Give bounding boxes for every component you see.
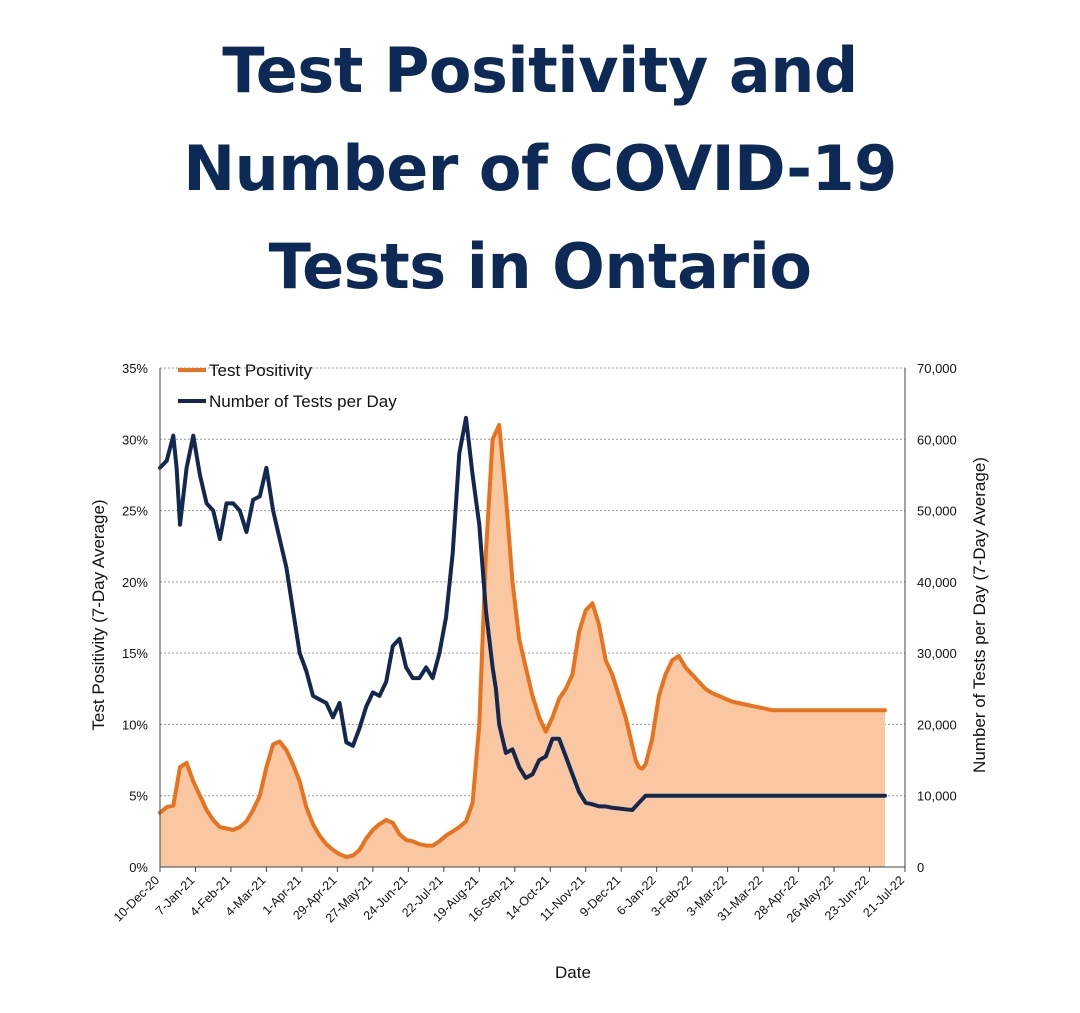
y-tick-right: 30,000 bbox=[917, 646, 957, 661]
y-axis-left-label: Test Positivity (7-Day Average) bbox=[89, 499, 108, 730]
test-positivity-area bbox=[160, 425, 886, 867]
y-tick-right: 0 bbox=[917, 860, 924, 875]
y-tick-left: 30% bbox=[122, 432, 148, 447]
test-positivity-line bbox=[158, 423, 887, 859]
x-tick-label: 10-Dec-20 bbox=[111, 873, 162, 924]
y-tick-right: 40,000 bbox=[917, 575, 957, 590]
y-tick-left: 25% bbox=[122, 504, 148, 519]
gridlines bbox=[160, 367, 905, 797]
y-tick-left: 20% bbox=[122, 575, 148, 590]
dual-axis-line-chart: 0% 0 5% 10,000 10% 20,000 15% 30,000 20% 40,000 25… bbox=[89, 361, 989, 982]
y-tick-left: 35% bbox=[122, 361, 148, 376]
title-line-2: Number of COVID-19 bbox=[183, 132, 897, 205]
y-tick-right: 20,000 bbox=[917, 717, 957, 732]
y-tick-left: 10% bbox=[122, 717, 148, 732]
title-line-3: Tests in Ontario bbox=[268, 230, 812, 303]
page-title: Test Positivity and Number of COVID-19 T… bbox=[0, 22, 1080, 316]
title-line-1: Test Positivity and bbox=[222, 34, 858, 107]
x-axis-label: Date bbox=[555, 963, 591, 982]
y-tick-left: 0% bbox=[129, 860, 148, 875]
legend-label: Test Positivity bbox=[209, 361, 312, 380]
y-tick-right: 70,000 bbox=[917, 361, 957, 376]
y-tick-left: 5% bbox=[129, 789, 148, 804]
y-tick-right: 50,000 bbox=[917, 504, 957, 519]
plot-area bbox=[158, 415, 887, 867]
y-axis-right-label: Number of Tests per Day (7-Day Average) bbox=[970, 457, 989, 773]
y-tick-right: 60,000 bbox=[917, 432, 957, 447]
legend-label: Number of Tests per Day bbox=[209, 392, 397, 411]
legend: Test Positivity Number of Tests per Day bbox=[178, 361, 397, 411]
tests-per-day-line bbox=[158, 415, 887, 812]
y-tick-right: 10,000 bbox=[917, 789, 957, 804]
y-tick-left: 15% bbox=[122, 646, 148, 661]
